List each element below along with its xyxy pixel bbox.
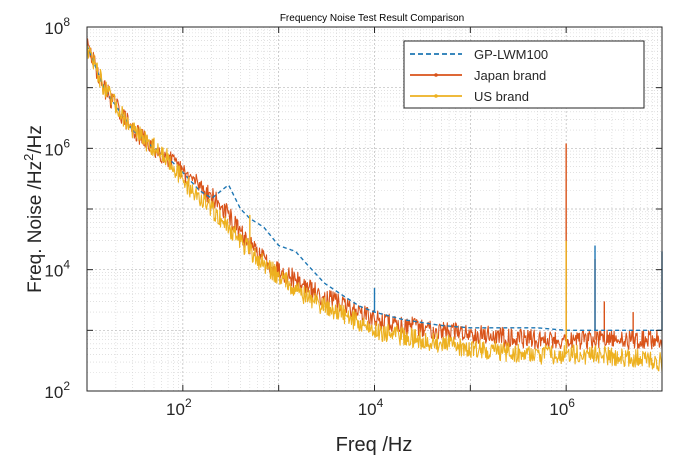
series-layer [86, 38, 663, 372]
y-tick-label: 108 [44, 15, 70, 38]
x-tick-label-exponent: 6 [568, 396, 575, 410]
legend-label: GP-LWM100 [474, 47, 548, 62]
x-tick-label-base: 10 [358, 400, 377, 419]
x-tick-label: 102 [166, 396, 192, 419]
y-tick-label-exponent: 6 [63, 136, 70, 150]
y-tick-label-exponent: 8 [63, 15, 70, 29]
legend-label: Japan brand [474, 68, 546, 83]
legend-label: US brand [474, 89, 529, 104]
x-tick-label-exponent: 2 [185, 396, 192, 410]
x-tick-label-base: 10 [166, 400, 185, 419]
x-axis-label: Freq /Hz [336, 434, 413, 456]
y-axis-label: Freq. Noise /Hz2/Hz [21, 125, 46, 293]
x-tick-label: 106 [549, 396, 575, 419]
y-tick-label: 106 [44, 136, 70, 159]
legend-marker [434, 73, 438, 77]
y-tick-label: 104 [44, 258, 70, 281]
y-tick-label: 102 [44, 379, 70, 402]
y-axis-label-tail: /Hz [25, 125, 46, 154]
y-tick-label-base: 10 [44, 383, 63, 402]
y-tick-label-base: 10 [44, 140, 63, 159]
x-tick-label-base: 10 [549, 400, 568, 419]
y-tick-label-base: 10 [44, 19, 63, 38]
y-axis-label-group: Freq. Noise /Hz2/Hz [21, 125, 46, 293]
x-tick-label: 104 [358, 396, 384, 419]
y-axis-label-exponent: 2 [21, 154, 36, 161]
y-tick-label-base: 10 [44, 262, 63, 281]
x-tick-labels: 102 104 106 [166, 396, 575, 419]
chart-title: Frequency Noise Test Result Comparison [280, 13, 464, 24]
x-tick-label-exponent: 4 [377, 396, 384, 410]
legend: GP-LWM100 Japan brand US brand [403, 40, 645, 109]
y-tick-label-exponent: 4 [63, 258, 70, 272]
legend-marker [434, 94, 438, 98]
y-axis-label-base: Freq. Noise /Hz [25, 161, 46, 293]
tick-marks [86, 26, 663, 392]
legend-items: GP-LWM100 Japan brand US brand [410, 47, 548, 104]
y-tick-label-exponent: 2 [63, 379, 70, 393]
